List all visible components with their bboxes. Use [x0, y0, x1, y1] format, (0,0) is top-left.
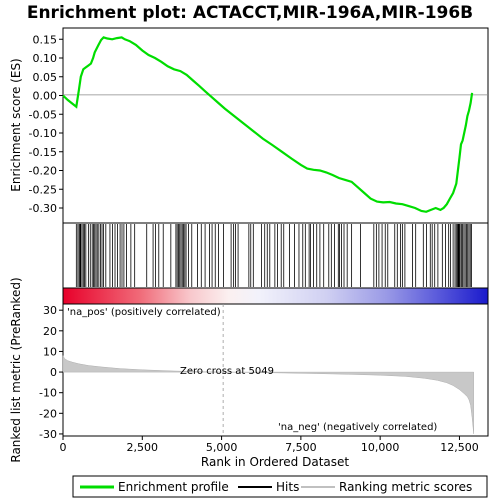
metric-y-tick-label: 10	[43, 345, 57, 358]
metric-y-axis-label: Ranked list metric (PreRanked)	[9, 277, 23, 462]
enrichment-profile-line	[62, 36, 474, 213]
es-y-tick-label: 0.00	[33, 90, 58, 103]
es-y-tick-label: -0.20	[29, 165, 57, 178]
legend-label-hits: Hits	[276, 480, 299, 494]
es-y-tick-label: -0.30	[29, 202, 57, 215]
x-tick-label: 10,000	[361, 441, 400, 454]
zero-cross-label: Zero cross at 5049	[180, 366, 274, 377]
metric-y-ticks: 30 20 10 0 -10 -20 -30	[39, 304, 63, 441]
metric-y-tick-label: 20	[43, 325, 57, 338]
es-y-ticks: 0.15 0.10 0.05 0.00 -0.05 -0.10 -0.15 -0.20 -0.2…	[29, 33, 63, 215]
metric-y-tick-label: -20	[39, 407, 57, 420]
es-y-tick-label: 0.10	[33, 52, 58, 65]
x-tick-label: 5,000	[206, 441, 238, 454]
hit-marks	[75, 224, 472, 287]
es-y-tick-label: -0.15	[29, 146, 57, 159]
hits-panel-frame	[62, 222, 489, 289]
metric-y-tick-label: 30	[43, 304, 57, 317]
metric-y-tick-label: -10	[39, 387, 57, 400]
chart-title: Enrichment plot: ACTACCT,MIR-196A,MIR-19…	[27, 3, 473, 23]
x-tick-label: 7,500	[285, 441, 317, 454]
es-y-axis-label: Enrichment score (ES)	[9, 58, 23, 191]
x-tick-label: 0	[60, 441, 67, 454]
legend-label-metric: Ranking metric scores	[339, 480, 472, 494]
es-panel-frame	[62, 27, 489, 224]
x-axis-label: Rank in Ordered Dataset	[201, 455, 349, 469]
ranking-metric-area	[62, 355, 474, 434]
metric-y-tick-label: -30	[39, 428, 57, 441]
pos-correlation-label: 'na_pos' (positively correlated)	[67, 307, 221, 318]
legend: Enrichment profile Hits Ranking metric s…	[72, 475, 488, 498]
es-y-tick-label: -0.10	[29, 127, 57, 140]
es-y-tick-label: -0.05	[29, 108, 57, 121]
x-axis-ticks: 0 2,500 5,000 7,500 10,000 12,500	[60, 436, 479, 454]
x-tick-label: 12,500	[440, 441, 479, 454]
es-y-tick-label: 0.05	[33, 71, 58, 84]
rank-color-bar	[62, 287, 489, 305]
legend-box	[72, 475, 488, 498]
es-y-tick-label: -0.25	[29, 183, 57, 196]
metric-y-tick-label: 0	[50, 366, 57, 379]
legend-label-enrichment: Enrichment profile	[118, 480, 229, 494]
es-y-tick-label: 0.15	[33, 33, 58, 46]
x-tick-label: 2,500	[127, 441, 159, 454]
neg-correlation-label: 'na_neg' (negatively correlated)	[278, 422, 437, 433]
